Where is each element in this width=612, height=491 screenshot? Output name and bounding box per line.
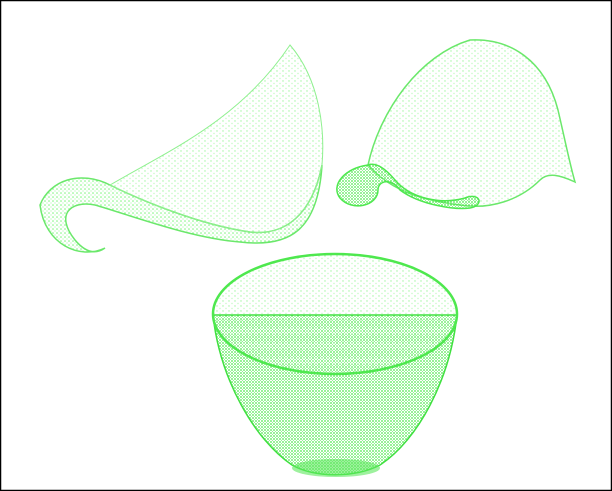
cup-handle [336, 163, 480, 210]
bowl [211, 252, 459, 477]
cup-right [336, 39, 577, 210]
bowl-foot [292, 459, 380, 477]
cup-bowl [108, 44, 324, 233]
cup-left [39, 44, 324, 253]
bowl-rim [211, 252, 459, 376]
